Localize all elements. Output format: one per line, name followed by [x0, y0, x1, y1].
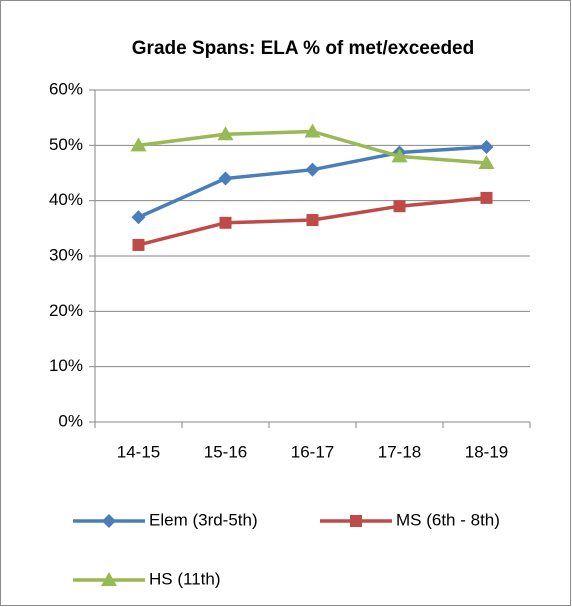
chart-title: Grade Spans: ELA % of met/exceeded	[132, 38, 474, 59]
data-point	[478, 155, 495, 170]
data-point	[130, 137, 147, 152]
y-tick-label: 60%	[49, 79, 83, 98]
data-point	[131, 210, 146, 225]
legend-label: MS (6th - 8th)	[396, 510, 500, 529]
data-point	[305, 162, 320, 177]
legend-label: HS (11th)	[149, 569, 221, 588]
x-tick-label: 15-16	[204, 442, 247, 461]
legend-label: Elem (3rd-5th)	[149, 510, 258, 529]
y-tick-label: 10%	[49, 356, 83, 375]
x-tick-label: 14-15	[117, 442, 160, 461]
data-point	[479, 139, 494, 154]
y-tick-label: 50%	[49, 135, 83, 154]
y-tick-label: 0%	[58, 411, 83, 430]
y-tick-label: 40%	[49, 190, 83, 209]
legend-marker	[350, 515, 362, 527]
data-point	[391, 148, 408, 163]
x-tick-label: 18-19	[465, 442, 508, 461]
data-point	[217, 126, 234, 141]
legend-marker	[101, 572, 117, 586]
x-tick-label: 17-18	[378, 442, 421, 461]
y-tick-label: 30%	[49, 245, 83, 264]
data-point	[219, 216, 232, 229]
data-point	[218, 171, 233, 186]
data-point	[304, 123, 321, 138]
y-tick-label: 20%	[49, 301, 83, 320]
data-point	[306, 214, 319, 227]
x-tick-label: 16-17	[291, 442, 334, 461]
data-point	[480, 191, 493, 204]
data-point	[393, 200, 406, 213]
data-point	[132, 238, 145, 251]
legend-marker	[102, 514, 116, 528]
